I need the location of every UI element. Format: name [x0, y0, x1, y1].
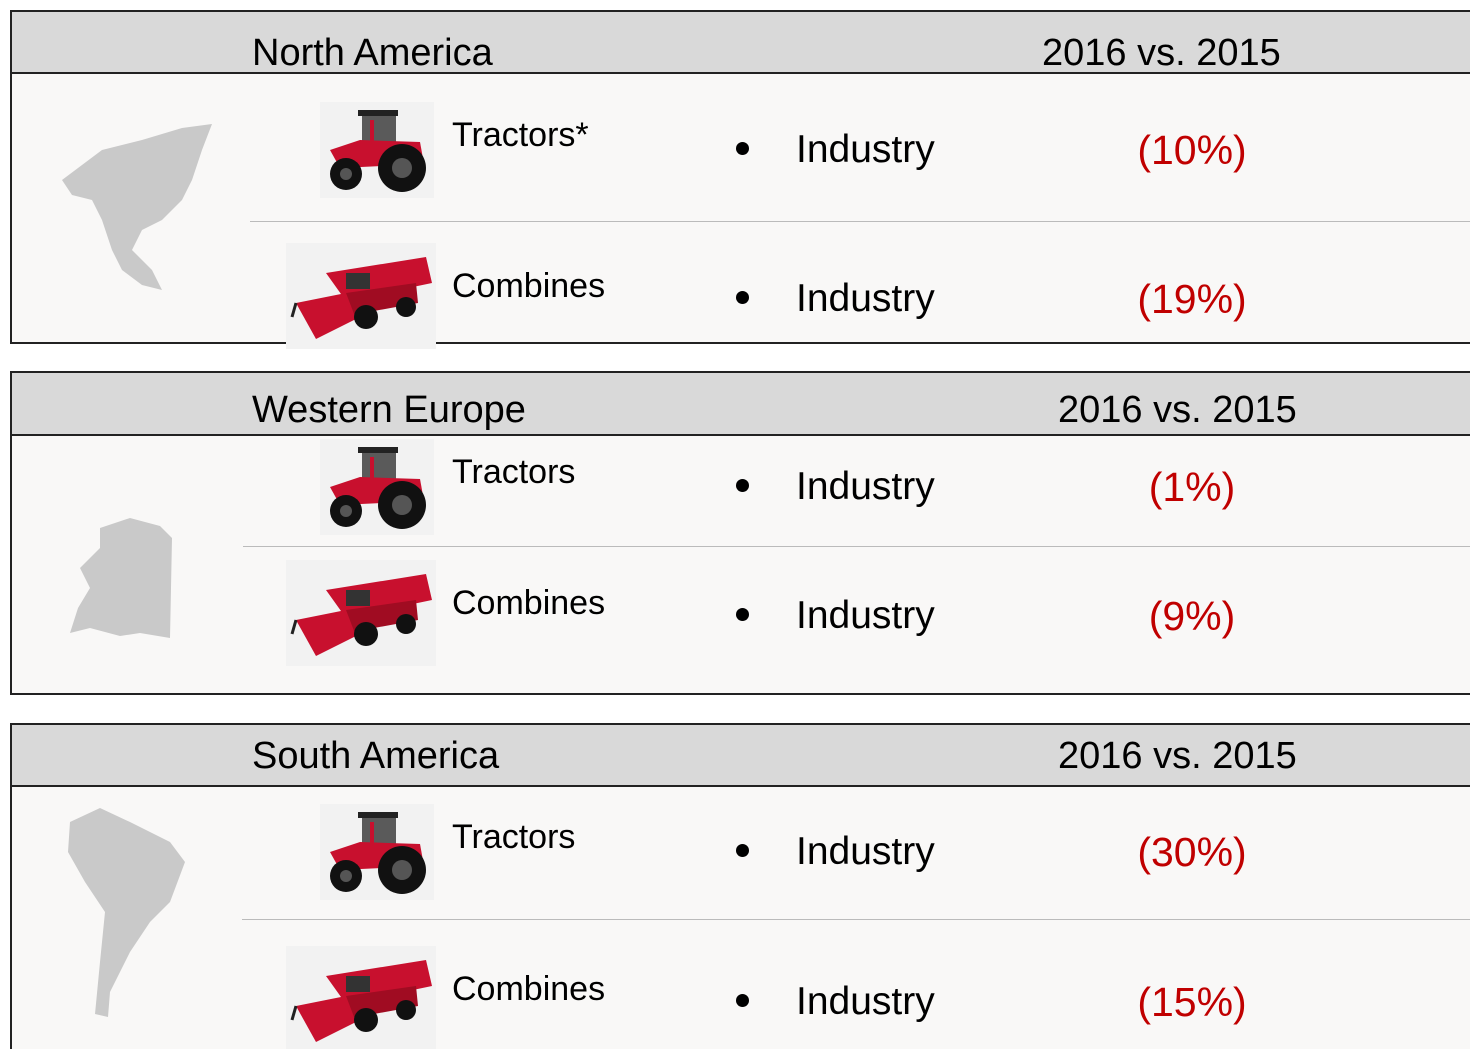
product-label: Combines	[452, 584, 606, 622]
change-value: (30%)	[1137, 829, 1247, 875]
change-value: (19%)	[1137, 276, 1247, 322]
change-value: (9%)	[1148, 593, 1236, 639]
segment-label: Industry	[796, 277, 935, 320]
region-map	[42, 120, 222, 305]
change-value: (15%)	[1137, 979, 1247, 1025]
bullet	[736, 479, 749, 492]
comparison-label: 2016 vs. 2015	[1058, 389, 1297, 431]
tractor-image	[320, 439, 434, 540]
region-panel: Western Europe 2016 vs. 2015 Tractors Indus…	[10, 371, 1470, 695]
combine-image	[286, 243, 436, 354]
region-header: Western Europe 2016 vs. 2015	[12, 373, 1470, 436]
product-label: Combines	[452, 970, 606, 1008]
product-label: Tractors	[452, 453, 576, 491]
bullet	[736, 142, 749, 155]
tractor-image	[320, 804, 434, 905]
product-label: Tractors	[452, 818, 576, 856]
segment-label: Industry	[796, 594, 935, 637]
tractor-image	[320, 102, 434, 203]
bullet	[736, 844, 749, 857]
region-header: North America 2016 vs. 2015	[12, 12, 1470, 74]
region-title: North America	[252, 32, 493, 74]
product-label: Tractors*	[452, 116, 589, 154]
change-value: (10%)	[1137, 127, 1247, 173]
product-label: Combines	[452, 267, 606, 305]
region-map	[60, 802, 190, 1027]
segment-label: Industry	[796, 830, 935, 873]
region-header: South America 2016 vs. 2015	[12, 725, 1470, 787]
bullet	[736, 994, 749, 1007]
separator	[243, 546, 1470, 547]
change-value: (1%)	[1148, 464, 1236, 510]
combine-image	[286, 560, 436, 671]
combine-image	[286, 946, 436, 1049]
separator	[242, 919, 1470, 920]
region-panel: South America 2016 vs. 2015 Tractors Indust…	[10, 723, 1470, 1049]
region-map	[60, 518, 180, 653]
segment-label: Industry	[796, 128, 935, 171]
region-title: Western Europe	[252, 389, 526, 431]
comparison-label: 2016 vs. 2015	[1042, 32, 1281, 74]
segment-label: Industry	[796, 465, 935, 508]
bullet	[736, 291, 749, 304]
region-title: South America	[252, 735, 500, 777]
segment-label: Industry	[796, 980, 935, 1023]
bullet	[736, 608, 749, 621]
region-panel: North America 2016 vs. 2015 Tractors* Indus…	[10, 10, 1470, 349]
separator	[250, 221, 1470, 222]
comparison-label: 2016 vs. 2015	[1058, 735, 1297, 777]
